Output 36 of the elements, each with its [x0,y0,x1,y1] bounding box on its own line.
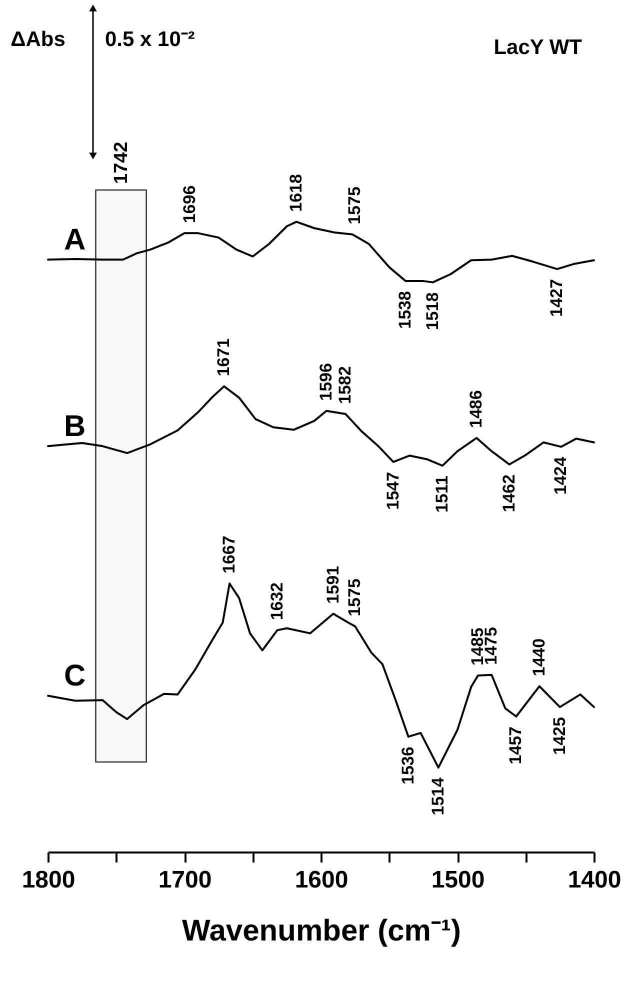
annotation: 1486 [466,390,486,428]
series-label: A [64,224,86,257]
annotation: 1582 [336,366,355,404]
x-tick-label: 1600 [294,866,348,894]
legend-label: 1742 [111,142,132,184]
annotation: 1671 [214,338,234,376]
annotation: 1591 [323,566,342,604]
annotation: 1538 [396,291,415,329]
annotation: 1575 [345,578,364,616]
annotation: 1547 [383,472,402,510]
annotation: 1518 [422,292,442,330]
x-tick-label: 1500 [431,866,485,894]
annotation: 1618 [286,174,306,212]
text: ΔAbs [10,28,66,51]
annotation: 1457 [506,726,526,764]
annotation: 1514 [428,777,448,816]
annotation: 1440 [529,638,548,676]
x-tick-label: 1400 [568,866,622,894]
annotation: 1424 [551,456,570,495]
x-axis-title: Wavenumber (cm⁻¹) [182,914,461,948]
x-tick-label: 1800 [22,866,76,894]
series-label: B [64,410,86,444]
annotation: 1462 [499,474,518,512]
text: 0.5 x 10⁻² [105,28,195,51]
annotation: 1696 [180,185,199,224]
x-tick-label: 1700 [158,866,212,894]
annotation: 1427 [547,279,566,317]
annotation: 1536 [398,746,418,785]
series-label: C [64,660,86,693]
annotation: 1596 [316,363,336,401]
annotation: 1511 [432,476,452,513]
chart-title: LacY WT [494,36,582,59]
annotation: 1667 [220,536,239,574]
annotation: 1425 [550,717,569,755]
annotation: 1632 [267,582,286,620]
annotation: 1575 [345,186,364,224]
